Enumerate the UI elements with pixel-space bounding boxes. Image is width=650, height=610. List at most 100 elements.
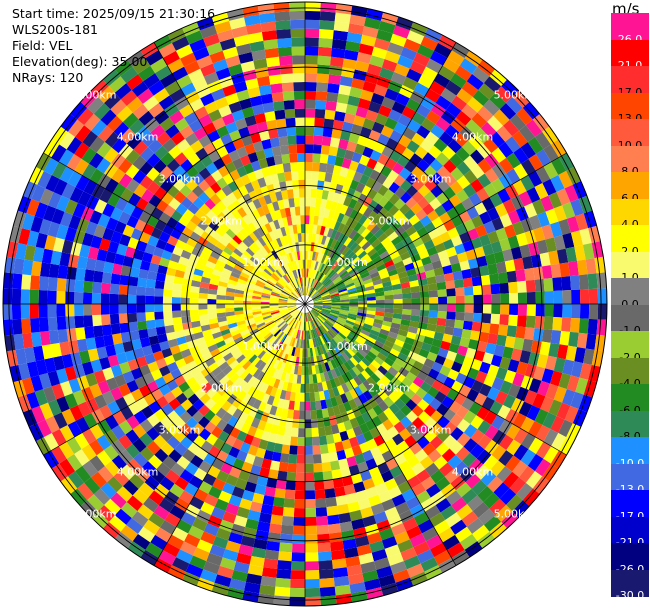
velocity-gate: [118, 158, 133, 174]
velocity-gate: [393, 304, 403, 310]
velocity-gate: [420, 297, 430, 304]
velocity-gate: [390, 278, 401, 286]
velocity-gate: [171, 290, 182, 298]
range-ring-label: 4.00km: [117, 465, 159, 478]
velocity-gate: [305, 543, 319, 553]
velocity-gate: [355, 489, 369, 502]
velocity-gate: [148, 102, 165, 118]
velocity-gate: [102, 69, 121, 87]
velocity-gate: [37, 170, 52, 189]
velocity-gate: [310, 289, 317, 298]
velocity-gate: [56, 316, 67, 330]
velocity-gate: [387, 169, 399, 182]
velocity-gate: [436, 165, 451, 180]
velocity-gate: [145, 295, 155, 304]
velocity-gate: [138, 110, 155, 126]
velocity-gate: [463, 410, 477, 425]
velocity-gate: [386, 381, 398, 392]
velocity-gate: [263, 558, 279, 570]
velocity-gate: [340, 301, 350, 304]
velocity-gate: [365, 109, 379, 122]
velocity-gate: [145, 311, 155, 321]
velocity-gate: [291, 309, 299, 316]
velocity-gate: [320, 198, 328, 209]
velocity-gate: [312, 308, 320, 315]
velocity-gate: [172, 283, 183, 292]
velocity-gate: [300, 321, 304, 331]
velocity-gate: [336, 147, 347, 159]
velocity-gate: [314, 117, 325, 128]
velocity-gate: [48, 329, 60, 345]
velocity-gate: [279, 245, 286, 256]
velocity-gate: [243, 433, 255, 445]
velocity-gate: [588, 304, 599, 320]
velocity-gate: [322, 307, 332, 311]
velocity-gate: [296, 311, 302, 321]
velocity-gate: [227, 180, 239, 193]
velocity-gate: [520, 175, 535, 192]
velocity-gate: [313, 463, 323, 473]
velocity-gate: [273, 350, 281, 360]
velocity-gate: [197, 361, 209, 372]
velocity-gate: [279, 64, 293, 75]
velocity-gate: [322, 127, 333, 138]
velocity-gate: [331, 469, 342, 480]
velocity-gate: [166, 158, 181, 173]
velocity-gate: [300, 339, 304, 349]
velocity-gate: [574, 347, 586, 364]
velocity-gate: [398, 134, 412, 148]
velocity-gate: [461, 197, 475, 211]
velocity-gate: [275, 577, 291, 588]
velocity-gate: [305, 135, 314, 145]
velocity-gate: [338, 268, 347, 277]
velocity-gate: [376, 218, 387, 229]
velocity-gate: [51, 126, 68, 145]
velocity-gate: [350, 590, 368, 603]
velocity-gate: [375, 113, 389, 126]
velocity-gate: [371, 275, 382, 283]
velocity-gate: [256, 75, 271, 87]
velocity-gate: [33, 345, 45, 362]
velocity-gate: [425, 483, 441, 498]
velocity-gate: [190, 279, 201, 288]
velocity-gate: [411, 304, 421, 311]
velocity-gate: [507, 210, 521, 225]
velocity-gate: [337, 375, 346, 386]
velocity-gate: [232, 438, 244, 451]
velocity-gate: [126, 134, 142, 150]
velocity-gate: [305, 215, 310, 225]
velocity-gate: [576, 259, 588, 276]
velocity-gate: [122, 255, 134, 268]
velocity-gate: [301, 312, 304, 322]
velocity-gate: [68, 214, 82, 230]
velocity-gate: [186, 165, 199, 179]
velocity-gate: [216, 304, 226, 309]
velocity-gate: [280, 255, 287, 265]
velocity-gate: [487, 387, 500, 401]
velocity-gate: [35, 232, 48, 249]
velocity-gate: [247, 444, 259, 457]
velocity-gate: [278, 46, 292, 57]
velocity-gate: [518, 401, 533, 417]
velocity-gate: [269, 276, 278, 284]
velocity-gate: [349, 306, 359, 310]
velocity-gate: [382, 281, 392, 288]
velocity-gate: [384, 371, 395, 382]
velocity-gate: [332, 567, 349, 578]
velocity-gate: [348, 198, 358, 210]
velocity-gate: [335, 281, 345, 288]
velocity-gate: [367, 408, 378, 420]
velocity-gate: [245, 337, 255, 346]
velocity-gate: [397, 329, 408, 337]
velocity-gate: [292, 64, 305, 74]
velocity-gate: [517, 280, 527, 293]
velocity-gate: [209, 414, 222, 427]
velocity-gate: [231, 397, 243, 409]
velocity-gate: [145, 542, 163, 558]
velocity-gate: [476, 449, 492, 465]
velocity-gate: [394, 339, 405, 348]
velocity-gate: [362, 450, 374, 462]
velocity-gate: [234, 292, 244, 298]
velocity-gate: [333, 575, 350, 587]
velocity-gate: [143, 73, 160, 89]
